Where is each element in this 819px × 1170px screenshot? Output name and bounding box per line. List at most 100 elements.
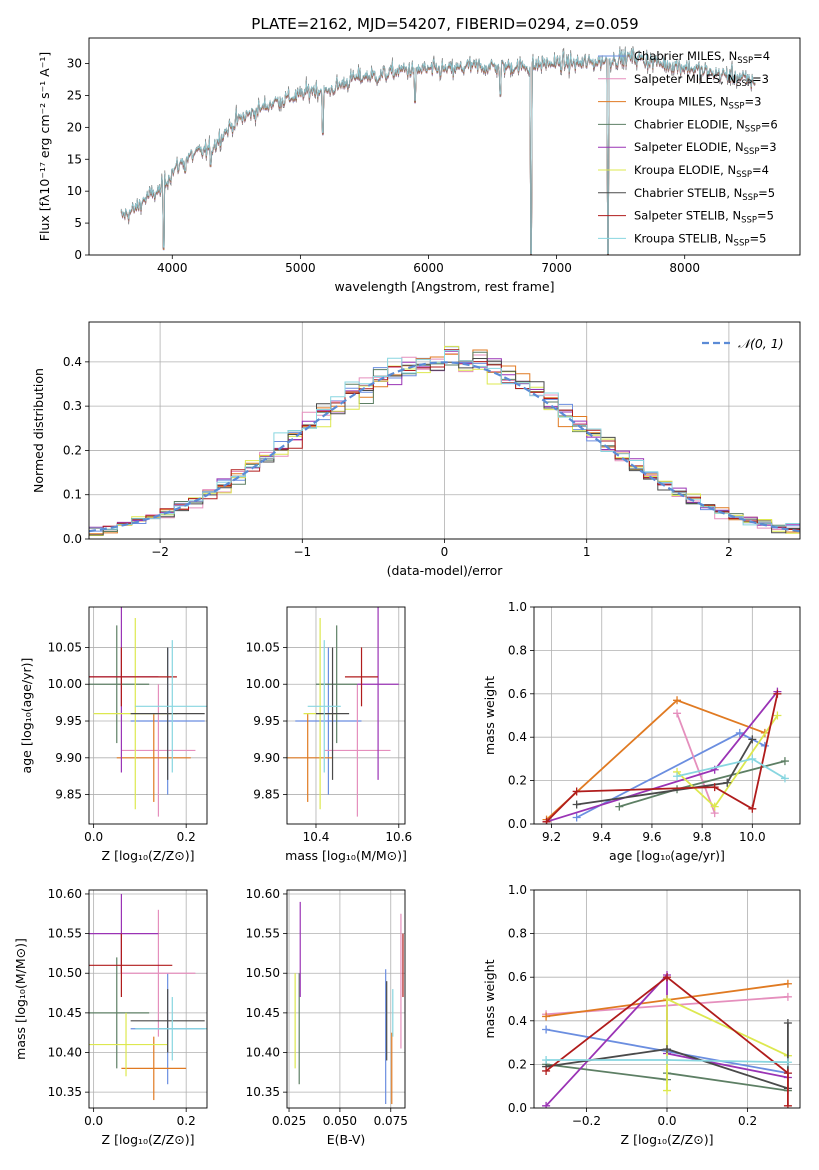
x-tick-label: 4000 [157, 261, 188, 275]
plot-area-mass-vs-Z [89, 893, 207, 1101]
legend-subscript: SSP [736, 79, 752, 89]
y-axis-label: age [log₁₀(age/yr)] [19, 658, 34, 774]
x-tick-label: 6000 [413, 261, 444, 275]
weight-marker [615, 802, 624, 811]
plot-area-residuals [89, 345, 800, 536]
y-tick-label: 0.8 [508, 643, 527, 657]
weight-marker [710, 802, 719, 811]
x-tick-label: −2 [151, 545, 169, 559]
x-axis-label: Z [log₁₀(Z/Z⊙)] [102, 848, 195, 863]
weight-marker [783, 1058, 792, 1067]
x-tick-label: 0 [441, 545, 449, 559]
axes-frame [88, 321, 801, 540]
y-tick-label: 0.6 [508, 687, 527, 701]
y-tick-label: 0.8 [508, 927, 527, 941]
x-tick-label: 0.2 [738, 1114, 757, 1128]
y-tick-label: 10.60 [246, 887, 280, 901]
plot-area-age-vs-mass [287, 607, 399, 817]
plot-area-spectrum [120, 46, 756, 255]
legend-entry: Salpeter STELIB, NSSP=5 [634, 209, 774, 226]
weight-marker [783, 979, 792, 988]
y-tick-label: 0.4 [63, 355, 82, 369]
x-axis-label: Z [log₁₀(Z/Z⊙)] [621, 1132, 714, 1147]
y-axis-label: mass [log₁₀(M/M⊙)] [13, 938, 28, 1060]
x-axis-label: E(B-V) [327, 1132, 366, 1147]
y-tick-label: 10.55 [246, 927, 280, 941]
y-tick-label: 20 [67, 120, 82, 134]
y-tick-label: 9.85 [253, 788, 280, 802]
y-tick-label: 10.50 [246, 966, 280, 980]
weight-marker [572, 787, 581, 796]
legend-subscript: SSP [745, 124, 761, 134]
y-tick-label: 10.45 [246, 1006, 280, 1020]
x-axis-label: mass [log₁₀(M/M⊙)] [285, 848, 407, 863]
plot-layer: 4000 5000 6000 7000 8000051015202530waveleng… [13, 37, 801, 1147]
y-tick-label: 10.45 [48, 1006, 82, 1020]
plot-area-weight-vs-age [542, 687, 789, 824]
legend-entry: Salpeter ELODIE, NSSP=3 [634, 140, 777, 157]
y-tick-label: 10 [67, 184, 82, 198]
y-tick-label: 0.4 [508, 1014, 527, 1028]
legend-subscript: SSP [736, 170, 752, 180]
weight-marker [542, 817, 551, 824]
legend-count: =5 [749, 231, 766, 245]
y-axis-label: mass weight [482, 959, 497, 1038]
y-tick-label: 0.0 [508, 817, 527, 831]
y-tick-label: 30 [67, 57, 82, 71]
axes-spectrum: 4000 5000 6000 7000 8000 0 5 10 15 20 25 30 waveleng… [37, 37, 801, 294]
axes-age-vs-mass: 10.4 10.6 9.85 9.90 9.95 10.00 10.05 mass [log₁… [246, 606, 412, 863]
y-tick-label: 10.05 [246, 640, 280, 654]
axes-frame [533, 606, 801, 825]
x-axis-label: wavelength [Angstrom, rest frame] [334, 279, 554, 294]
legend-text: Chabrier ELODIE, N [634, 117, 745, 131]
legend-count: =4 [752, 163, 769, 177]
axes-residuals: −2 −1 0 1 2 0.0 0.1 0.2 0.3 0.4 (data-model)/error… [31, 321, 801, 578]
x-tick-label: 0.075 [374, 1114, 408, 1128]
weight-marker [710, 783, 719, 792]
axes-mass-vs-ebv: 0.025 0.050 0.075 10.35 10.40 10.45 10.50 10.55… [246, 887, 408, 1147]
y-axis-label: mass weight [482, 676, 497, 755]
legend-subscript: SSP [737, 56, 753, 66]
y-tick-label: 10.60 [48, 887, 82, 901]
weight-marker [663, 1086, 671, 1095]
weight-marker [748, 735, 757, 744]
weight-marker [748, 804, 757, 813]
y-tick-label: 10.40 [48, 1046, 82, 1060]
axes-mass-vs-Z: 0.0 0.2 10.35 10.40 10.45 10.50 10.55 10.60 Z [l… [13, 887, 208, 1147]
y-tick-label: 9.85 [55, 788, 82, 802]
legend-text: Chabrier STELIB, N [634, 186, 742, 200]
legend-subscript: SSP [741, 216, 757, 226]
legend-count: =3 [752, 72, 769, 86]
weight-marker [673, 696, 682, 705]
axes-weight-vs-age: 9.2 9.4 9.6 9.8 10.0 0.0 0.2 0.4 0.6 0.8 1.0 age [l… [482, 600, 801, 863]
axes-age-vs-Z: 0.0 0.2 9.85 9.90 9.95 10.00 10.05 Z [log₁₀(Z/Z… [19, 606, 208, 863]
x-tick-label: 9.2 [542, 830, 561, 844]
weight-marker [542, 1025, 551, 1034]
x-axis-label: Z [log₁₀(Z/Z⊙)] [102, 1132, 195, 1147]
weight-marker [735, 728, 744, 737]
legend-count: =3 [744, 95, 761, 109]
y-tick-label: 0.0 [508, 1101, 527, 1115]
weight-marker [773, 711, 782, 720]
y-tick-label: 1.0 [508, 600, 527, 614]
legend-entry: Chabrier ELODIE, NSSP=6 [634, 117, 778, 134]
y-tick-label: 9.95 [55, 714, 82, 728]
y-tick-label: 0.1 [63, 488, 82, 502]
axes-frame [88, 37, 801, 256]
y-tick-label: 0.2 [508, 774, 527, 788]
y-axis-label: Normed distribution [31, 368, 46, 493]
weight-marker [783, 992, 792, 1001]
y-tick-label: 0.2 [63, 443, 82, 457]
axes-frame [88, 889, 208, 1109]
x-tick-label: 9.4 [592, 830, 611, 844]
legend-entry: Kroupa STELIB, NSSP=5 [634, 231, 766, 248]
x-tick-label: 5000 [285, 261, 316, 275]
plot-area-weight-vs-Z [542, 971, 792, 1108]
weight-line [545, 699, 766, 821]
normal-reference-curve [89, 361, 800, 533]
x-tick-label: 10.0 [739, 830, 766, 844]
legend-count: =5 [758, 186, 775, 200]
figure-title: PLATE=2162, MJD=54207, FIBERID=0294, z=0… [251, 15, 638, 33]
weight-marker [663, 995, 671, 1003]
y-tick-label: 9.90 [55, 751, 82, 765]
